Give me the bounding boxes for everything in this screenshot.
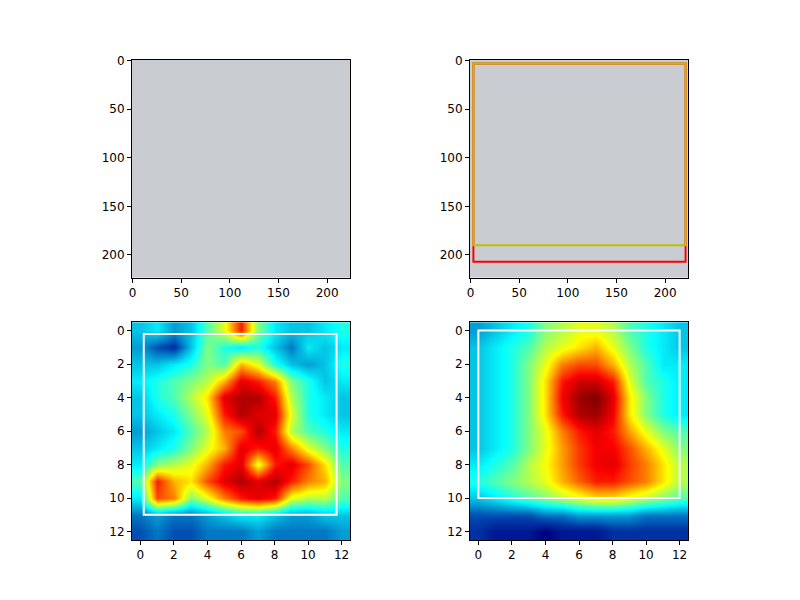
svg-text:0: 0	[117, 54, 125, 68]
svg-text:8: 8	[609, 548, 617, 562]
svg-text:8: 8	[271, 548, 279, 562]
svg-text:150: 150	[267, 286, 290, 300]
svg-text:150: 150	[440, 200, 463, 214]
svg-text:10: 10	[638, 548, 653, 562]
svg-text:4: 4	[117, 391, 125, 405]
svg-text:100: 100	[440, 151, 463, 165]
svg-text:0: 0	[455, 54, 463, 68]
svg-text:2: 2	[117, 357, 125, 371]
svg-text:8: 8	[117, 458, 125, 472]
svg-text:4: 4	[204, 548, 212, 562]
svg-text:0: 0	[467, 286, 475, 300]
svg-text:6: 6	[455, 424, 463, 438]
svg-text:6: 6	[575, 548, 583, 562]
svg-text:0: 0	[117, 324, 125, 338]
svg-text:12: 12	[672, 548, 687, 562]
svg-text:2: 2	[455, 357, 463, 371]
svg-text:50: 50	[512, 286, 527, 300]
svg-text:50: 50	[109, 102, 124, 116]
svg-text:50: 50	[174, 286, 189, 300]
svg-text:6: 6	[117, 424, 125, 438]
svg-text:4: 4	[455, 391, 463, 405]
svg-text:2: 2	[170, 548, 178, 562]
svg-text:50: 50	[447, 102, 462, 116]
svg-text:4: 4	[542, 548, 550, 562]
svg-text:0: 0	[137, 548, 145, 562]
svg-text:100: 100	[218, 286, 241, 300]
svg-text:100: 100	[556, 286, 579, 300]
svg-text:200: 200	[316, 286, 339, 300]
svg-text:10: 10	[300, 548, 315, 562]
svg-text:8: 8	[455, 458, 463, 472]
svg-text:12: 12	[447, 525, 462, 539]
svg-text:200: 200	[440, 248, 463, 262]
svg-text:10: 10	[109, 491, 124, 505]
svg-text:2: 2	[508, 548, 516, 562]
svg-text:0: 0	[129, 286, 137, 300]
svg-text:12: 12	[109, 525, 124, 539]
svg-text:6: 6	[237, 548, 245, 562]
svg-text:200: 200	[654, 286, 677, 300]
svg-text:200: 200	[102, 248, 125, 262]
svg-text:150: 150	[605, 286, 628, 300]
svg-text:10: 10	[447, 491, 462, 505]
svg-text:150: 150	[102, 200, 125, 214]
svg-text:0: 0	[475, 548, 483, 562]
svg-text:12: 12	[334, 548, 349, 562]
svg-text:0: 0	[455, 324, 463, 338]
svg-text:100: 100	[102, 151, 125, 165]
